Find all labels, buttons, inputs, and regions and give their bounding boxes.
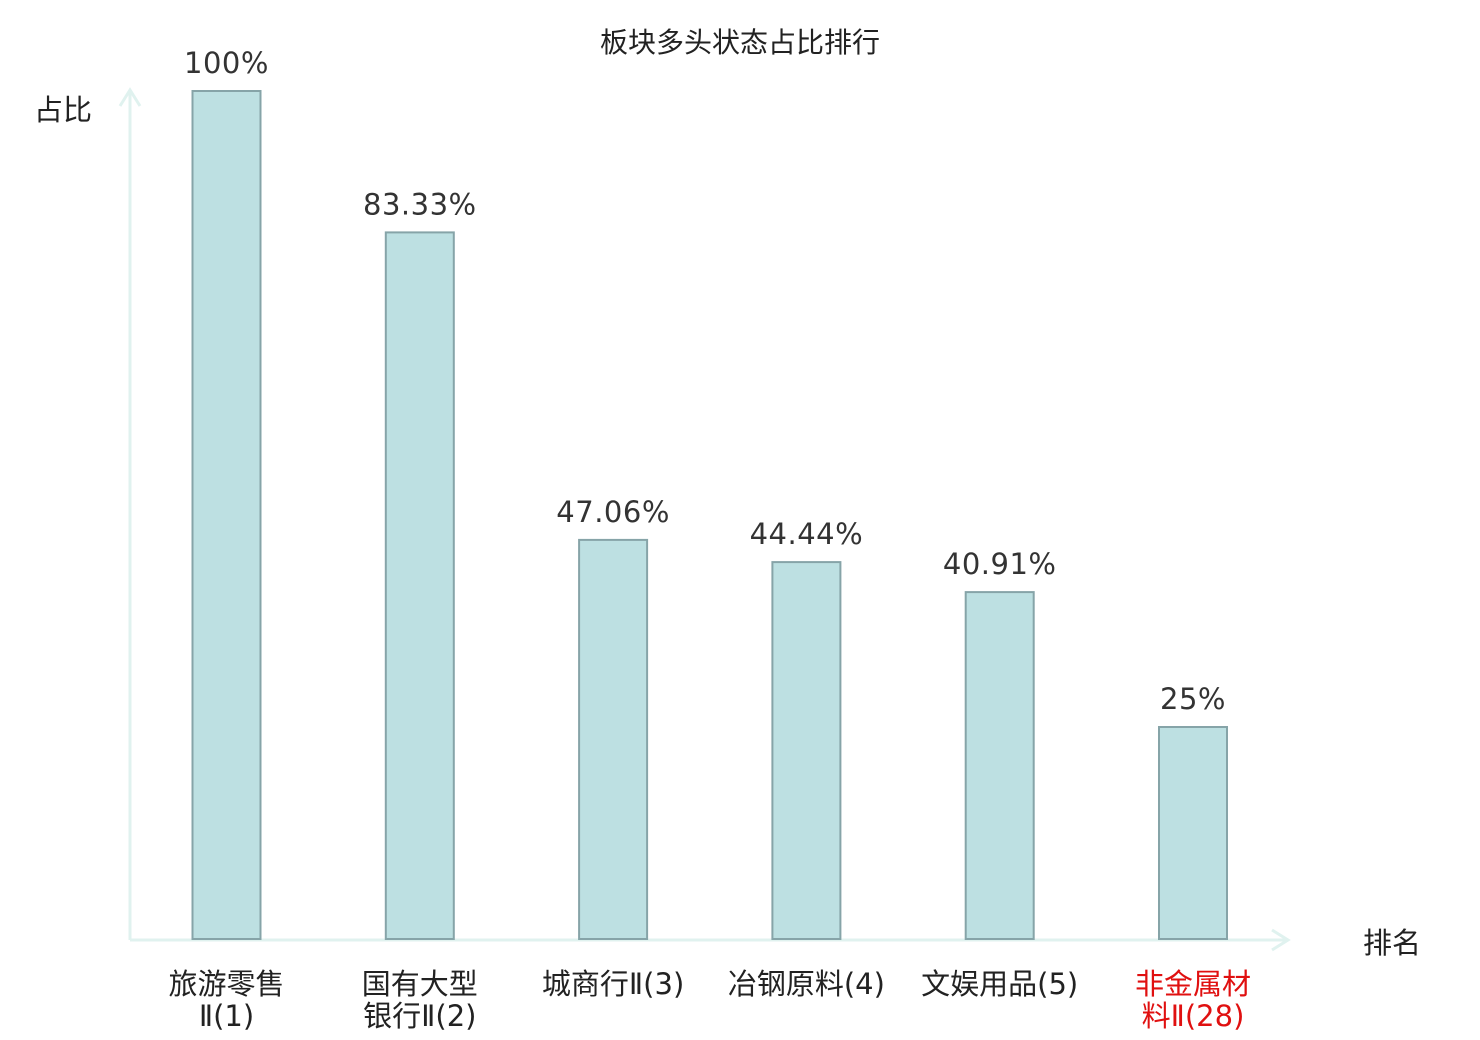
y-axis-arrow xyxy=(118,87,142,107)
x-axis-label: 排名 xyxy=(1363,926,1421,960)
x-tick-label: Ⅱ(1) xyxy=(199,999,254,1033)
data-label: 44.44% xyxy=(750,517,864,551)
chart-title: 板块多头状态占比排行 xyxy=(600,26,880,59)
x-tick-label: 非金属材 xyxy=(1135,967,1251,1001)
bar xyxy=(578,538,649,941)
data-label: 25% xyxy=(1160,682,1226,716)
x-tick-label: 料Ⅱ(28) xyxy=(1142,999,1245,1033)
data-label: 40.91% xyxy=(943,547,1057,581)
axes xyxy=(118,87,1291,952)
bar xyxy=(384,231,455,940)
x-tick-label: 城商行Ⅱ(3) xyxy=(542,967,684,1001)
x-axis-arrow xyxy=(1271,928,1291,952)
x-tick-label: 冶钢原料(4) xyxy=(728,967,885,1001)
bar xyxy=(191,90,262,940)
bar xyxy=(964,591,1035,940)
data-label: 100% xyxy=(184,46,269,80)
x-tick-label: 国有大型 xyxy=(362,967,478,1001)
x-tick-label: 银行Ⅱ(2) xyxy=(363,999,476,1033)
y-axis-label: 占比 xyxy=(34,93,92,127)
bars-group xyxy=(191,90,1228,941)
x-tick-label: 文娱用品(5) xyxy=(921,967,1078,1001)
value-labels-group: 100% 83.33% 47.06% 44.44% 40.91% 25% xyxy=(184,46,1226,716)
bar xyxy=(771,561,842,940)
data-label: 47.06% xyxy=(556,495,670,529)
bar xyxy=(1158,726,1228,940)
data-label: 83.33% xyxy=(363,187,477,221)
x-tick-label: 旅游零售 xyxy=(168,967,284,1001)
